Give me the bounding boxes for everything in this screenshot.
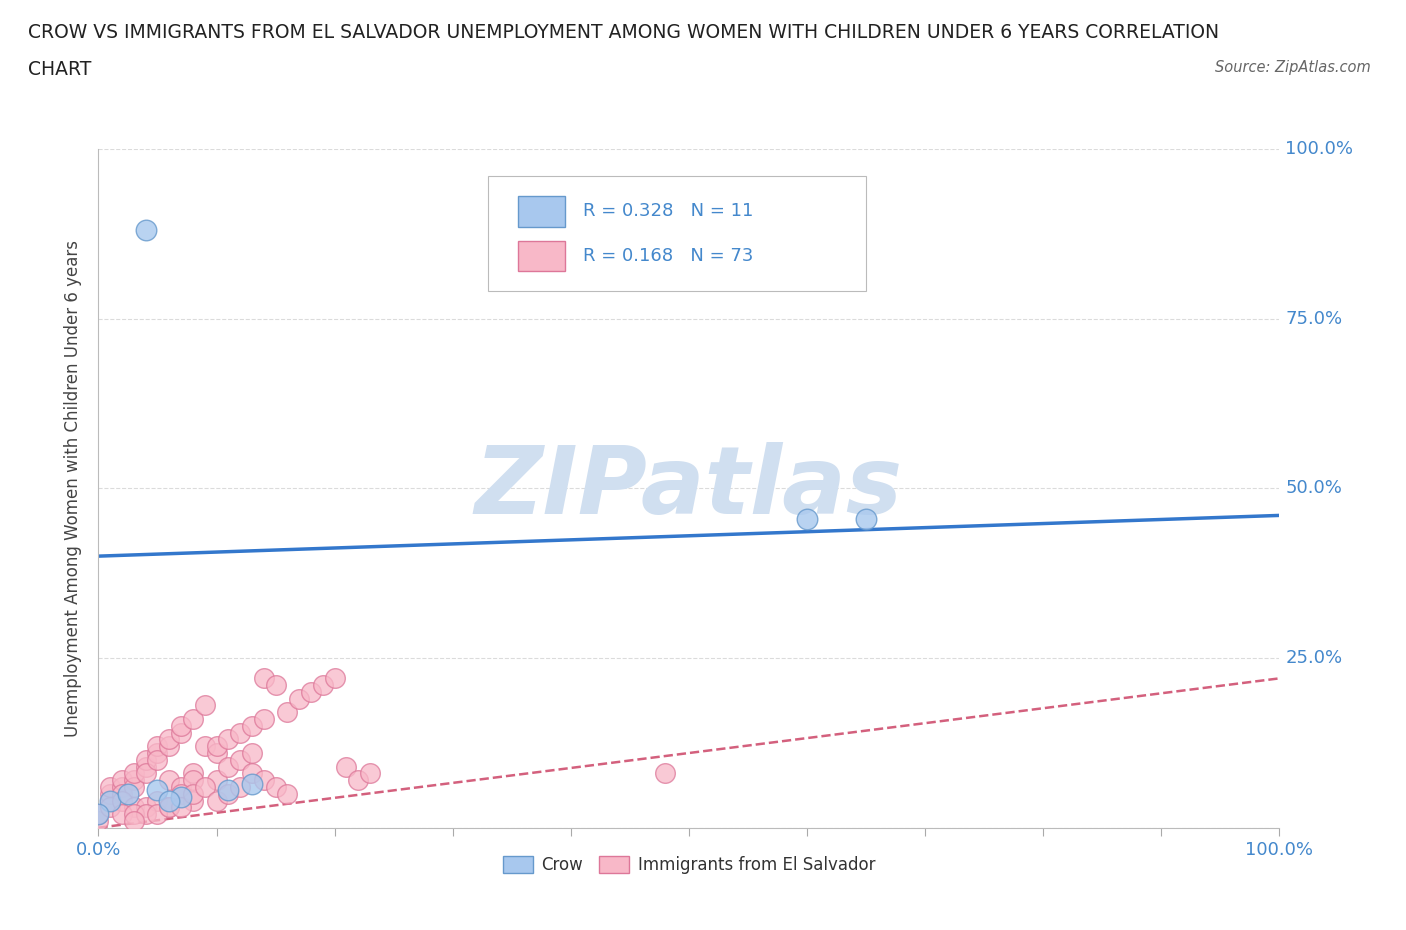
Point <box>205 738 228 753</box>
Point <box>146 738 169 753</box>
Point <box>194 698 217 713</box>
Point <box>87 814 110 829</box>
Point <box>264 678 287 693</box>
Point <box>323 671 346 685</box>
Point <box>157 800 180 815</box>
Point <box>170 800 193 815</box>
Point <box>135 800 157 815</box>
Text: 25.0%: 25.0% <box>1285 649 1343 667</box>
Point <box>312 678 335 693</box>
Bar <box>517 241 565 272</box>
Text: CHART: CHART <box>28 60 91 79</box>
Point <box>276 787 298 802</box>
Point <box>111 779 134 794</box>
Point <box>98 793 121 808</box>
Point <box>157 773 180 788</box>
Point <box>146 793 169 808</box>
Point <box>217 783 239 798</box>
Point <box>122 779 145 794</box>
Text: Source: ZipAtlas.com: Source: ZipAtlas.com <box>1215 60 1371 75</box>
Point <box>146 752 169 767</box>
Point <box>87 806 110 821</box>
Point <box>146 746 169 761</box>
Point <box>87 806 110 821</box>
Point <box>855 512 877 526</box>
Text: 75.0%: 75.0% <box>1285 310 1343 327</box>
Point <box>181 711 204 726</box>
Point <box>240 718 263 733</box>
Text: CROW VS IMMIGRANTS FROM EL SALVADOR UNEMPLOYMENT AMONG WOMEN WITH CHILDREN UNDER: CROW VS IMMIGRANTS FROM EL SALVADOR UNEM… <box>28 23 1219 42</box>
Point <box>98 793 121 808</box>
Point <box>796 512 818 526</box>
Point <box>135 806 157 821</box>
Text: R = 0.328   N = 11: R = 0.328 N = 11 <box>582 202 754 220</box>
Point <box>205 746 228 761</box>
Point <box>135 223 157 238</box>
Point <box>217 787 239 802</box>
Point <box>111 787 134 802</box>
Point <box>170 779 193 794</box>
Point <box>335 759 357 774</box>
Text: 50.0%: 50.0% <box>1285 479 1343 498</box>
Point <box>217 732 239 747</box>
Text: R = 0.168   N = 73: R = 0.168 N = 73 <box>582 247 754 265</box>
Point <box>229 725 252 740</box>
Point <box>229 752 252 767</box>
Point <box>194 779 217 794</box>
Point <box>240 766 263 781</box>
Point <box>288 691 311 706</box>
Point <box>122 814 145 829</box>
Point <box>253 773 276 788</box>
Text: ZIPatlas: ZIPatlas <box>475 443 903 534</box>
Point <box>229 779 252 794</box>
Point <box>157 800 180 815</box>
Point <box>264 779 287 794</box>
Point <box>157 738 180 753</box>
Legend: Crow, Immigrants from El Salvador: Crow, Immigrants from El Salvador <box>496 849 882 881</box>
Point <box>205 793 228 808</box>
Point <box>240 777 263 791</box>
Point <box>359 766 381 781</box>
Point <box>122 773 145 788</box>
Point <box>181 773 204 788</box>
Point <box>111 773 134 788</box>
Point <box>170 790 193 804</box>
Point <box>98 787 121 802</box>
FancyBboxPatch shape <box>488 176 866 291</box>
Point <box>181 787 204 802</box>
Point <box>135 759 157 774</box>
Y-axis label: Unemployment Among Women with Children Under 6 years: Unemployment Among Women with Children U… <box>65 240 83 737</box>
Point <box>122 806 145 821</box>
Point <box>98 800 121 815</box>
Point <box>347 773 370 788</box>
Point <box>170 725 193 740</box>
Text: 100.0%: 100.0% <box>1285 140 1354 158</box>
Point <box>170 718 193 733</box>
Point <box>181 793 204 808</box>
Point <box>135 766 157 781</box>
Point <box>98 779 121 794</box>
Point <box>194 738 217 753</box>
Point <box>253 671 276 685</box>
Point <box>122 800 145 815</box>
Point <box>146 806 169 821</box>
Point <box>157 732 180 747</box>
Point <box>654 766 676 781</box>
Point <box>122 766 145 781</box>
Point <box>299 684 322 699</box>
Point <box>111 793 134 808</box>
Point <box>146 783 169 798</box>
Bar <box>517 196 565 227</box>
Point <box>205 773 228 788</box>
Point <box>181 766 204 781</box>
Point <box>217 759 239 774</box>
Point <box>170 787 193 802</box>
Point <box>276 705 298 720</box>
Point <box>253 711 276 726</box>
Point <box>111 806 134 821</box>
Point <box>117 787 139 802</box>
Point <box>240 746 263 761</box>
Point <box>135 752 157 767</box>
Point <box>157 793 180 808</box>
